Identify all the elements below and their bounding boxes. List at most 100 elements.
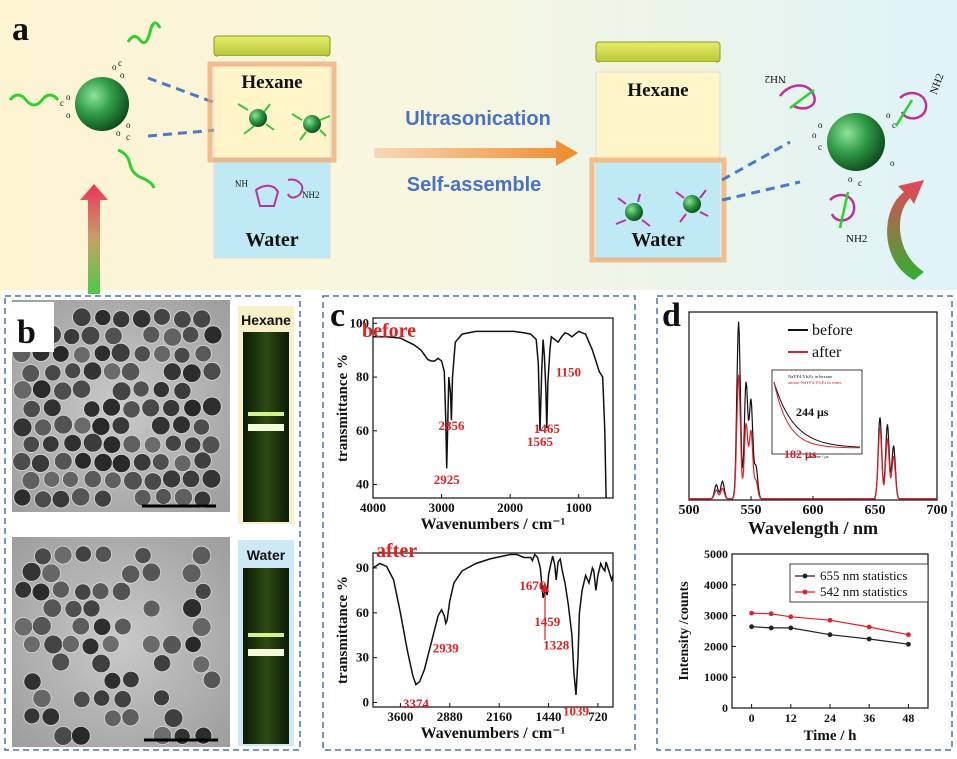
tem-particle [194,345,212,363]
tem-particle [132,380,150,398]
amino-ligand [899,91,928,120]
vial-meniscus [248,633,284,637]
x-tick-label: 3600 [387,709,413,724]
y-tick-label: 60 [356,605,369,620]
tem-particle [172,415,191,435]
tem-particle [182,363,202,383]
svg-text:o: o [116,128,121,138]
vial-hexane: Hexane [238,306,294,524]
panel-a-background [0,0,957,290]
small-nanoparticle [683,195,701,213]
tem-particle [152,725,173,746]
amino-ligand [829,193,856,222]
tem-particle [192,418,210,436]
tem-particle [61,635,80,654]
panel-b-frame [4,295,301,751]
legend-frame [789,563,929,603]
tem-particle [194,583,212,600]
svg-text:c: c [60,98,64,108]
x-axis-label: Wavenumbers / cm⁻¹ [421,516,566,533]
spectrum-tag: after [376,540,417,562]
panel-b-label-bg [10,302,54,352]
x-axis-label: Time / h [803,728,857,744]
inset-x-label: Lifetime / μs [805,454,828,459]
y-tick-label: 60 [356,423,369,438]
left-jar-bottom-label: Water [245,229,298,251]
spectrum-tag: before [362,320,416,342]
legend-marker [802,573,808,579]
tem-particle [114,617,132,636]
tem-particle [162,469,182,489]
tem-particle [23,672,42,691]
tem-particle [71,725,91,746]
svg-text:o: o [66,92,71,102]
tem-particle [93,452,113,473]
x-tick-label: 24 [824,711,836,725]
small-nanoparticle [625,203,643,221]
tem-particle [191,545,212,566]
tem-particle [53,381,73,401]
stats-point [749,610,754,616]
tem-particle [72,307,92,327]
upconversion-spectrum-chart: 500 550 600 650 700 Wavelength / nm before afte… [679,311,948,538]
tem-particle [32,688,52,709]
tem-particle [162,362,182,382]
tem-particle [173,381,192,400]
tem-particle [153,344,172,363]
tem-particle [44,364,62,382]
peak-label: 1328 [543,638,570,653]
svg-text:c: c [818,142,822,152]
x-tick-label: 720 [588,709,608,724]
tem-particle [82,432,103,453]
tem-particle [163,708,184,728]
tem-particle [41,707,61,726]
stats-point [866,624,872,630]
tem-particle [43,398,62,418]
tem-particle [121,362,141,382]
tem-particle [104,709,122,727]
svg-text:o: o [886,110,891,120]
y-axis-label: transmittance % [335,354,351,462]
tem-particles [11,307,223,509]
stats-point [866,636,872,642]
panel-d-frame [656,295,953,751]
hexane-phase [595,71,721,163]
tem-particle [141,398,161,418]
x-tick-label: 48 [902,711,914,725]
tem-particle [132,309,152,329]
x-tick-label: 1440 [536,709,562,724]
stats-point [827,617,833,623]
tem-particle [42,435,60,453]
small-nanoparticle [303,115,321,133]
inset-lifetime-before: 244 μs [796,405,829,419]
y-tick-label: 40 [356,477,369,492]
ultrasonication-label: Ultrasonication [405,108,551,130]
vial-water: Water [238,540,294,746]
tem-particle [80,325,101,346]
x-tick-label: 12 [785,711,797,725]
tem-particle [134,546,152,565]
tem-particle [162,327,183,347]
peak-label: 1039 [563,704,590,719]
inset-legend: amino-NaYF4:Yb,Er in water [788,380,842,386]
jar-neck [218,56,326,66]
svg-text:c: c [118,58,122,68]
tem-particle [41,563,61,584]
svg-text:o: o [126,120,131,130]
tem-particle [164,434,182,452]
peak-arrow-head [541,582,549,592]
tem-particle [21,364,41,383]
ftir-spectrum-line [372,553,614,696]
legend-entry: after [812,344,842,361]
tem-particle [71,487,91,507]
x-tick-label: 2880 [437,709,463,724]
nh2-label: NH2 [302,190,320,200]
tem-particle [64,362,82,380]
peak-label: 1565 [527,434,554,449]
tem-particle [30,453,51,473]
tem-particle [173,487,193,507]
tem-particle [73,416,92,435]
